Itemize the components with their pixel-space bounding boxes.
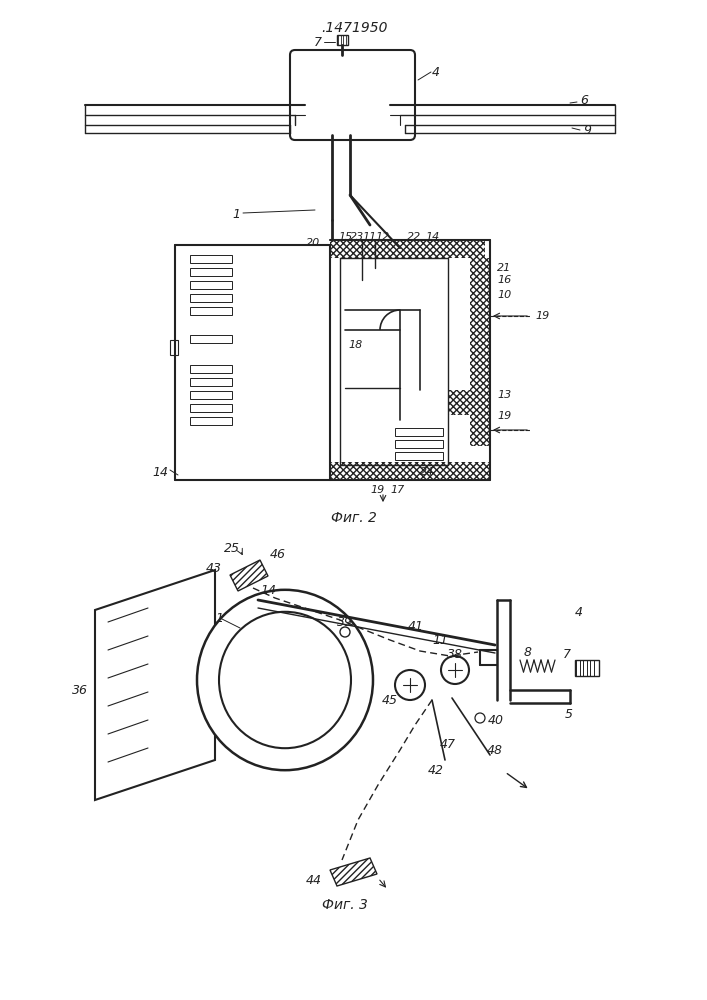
Text: Фиг. 2: Фиг. 2 [331, 511, 377, 525]
Polygon shape [95, 570, 215, 800]
Text: 15: 15 [338, 232, 352, 242]
Text: 43: 43 [206, 562, 222, 574]
Text: 9: 9 [583, 123, 591, 136]
Text: 44: 44 [306, 874, 322, 886]
Ellipse shape [197, 590, 373, 770]
Text: 4: 4 [575, 605, 583, 618]
Circle shape [441, 656, 469, 684]
Text: 5: 5 [565, 708, 573, 722]
Bar [448, 390, 470, 415]
Text: 25: 25 [224, 542, 240, 554]
Text: 17: 17 [390, 485, 404, 495]
Text: 6: 6 [580, 94, 588, 106]
Text: 41: 41 [408, 620, 424, 634]
Bar [395, 428, 443, 436]
Bar [190, 391, 232, 399]
Text: 7: 7 [563, 648, 571, 662]
Text: 12: 12 [375, 232, 390, 242]
Text: 20: 20 [305, 238, 320, 248]
Text: 10: 10 [497, 290, 511, 300]
Text: 39: 39 [337, 615, 353, 629]
Bar [190, 365, 232, 373]
Circle shape [395, 670, 425, 700]
Polygon shape [330, 858, 377, 886]
Text: 19: 19 [535, 311, 549, 321]
Text: 48: 48 [487, 744, 503, 756]
Text: 42: 42 [428, 764, 444, 776]
Text: 24: 24 [420, 467, 434, 477]
Bar [190, 404, 232, 412]
Bar [190, 268, 232, 276]
Bar [575, 660, 599, 676]
Text: 4: 4 [432, 66, 440, 79]
Bar [190, 294, 232, 302]
Text: 19: 19 [370, 485, 384, 495]
Text: 8: 8 [524, 647, 532, 660]
Bar [470, 258, 490, 446]
Text: 14: 14 [425, 232, 439, 242]
Bar [330, 240, 485, 258]
Text: 45: 45 [382, 694, 398, 706]
Circle shape [340, 627, 350, 637]
Text: .1471950: .1471950 [321, 21, 387, 35]
Ellipse shape [219, 612, 351, 748]
Text: 13: 13 [497, 390, 511, 400]
Text: 11: 11 [362, 232, 376, 242]
Text: 11: 11 [432, 634, 448, 647]
Bar [190, 417, 232, 425]
Text: 19: 19 [497, 411, 511, 421]
Text: 1: 1 [232, 209, 240, 222]
Bar [190, 378, 232, 386]
Text: 14: 14 [260, 584, 276, 596]
Text: 46: 46 [270, 548, 286, 562]
Text: 23: 23 [350, 232, 364, 242]
Text: 40: 40 [488, 714, 504, 726]
Text: 7: 7 [314, 35, 322, 48]
Bar [190, 281, 232, 289]
Bar [190, 335, 232, 343]
Bar [330, 462, 490, 480]
FancyBboxPatch shape [290, 50, 415, 140]
Circle shape [475, 713, 485, 723]
Text: 18: 18 [348, 340, 362, 350]
Text: 38: 38 [447, 648, 463, 662]
Polygon shape [230, 560, 268, 591]
Text: 1: 1 [215, 611, 223, 624]
Bar [337, 35, 348, 45]
Text: Фиг. 3: Фиг. 3 [322, 898, 368, 912]
Text: 21: 21 [497, 263, 511, 273]
Text: 47: 47 [440, 738, 456, 752]
Bar [190, 307, 232, 315]
Bar [170, 340, 178, 355]
Text: 16: 16 [497, 275, 511, 285]
Text: 22: 22 [407, 232, 421, 242]
Text: 36: 36 [72, 684, 88, 696]
Text: 14: 14 [152, 466, 168, 479]
Bar [395, 440, 443, 448]
Bar [190, 255, 232, 263]
Bar [395, 452, 443, 460]
